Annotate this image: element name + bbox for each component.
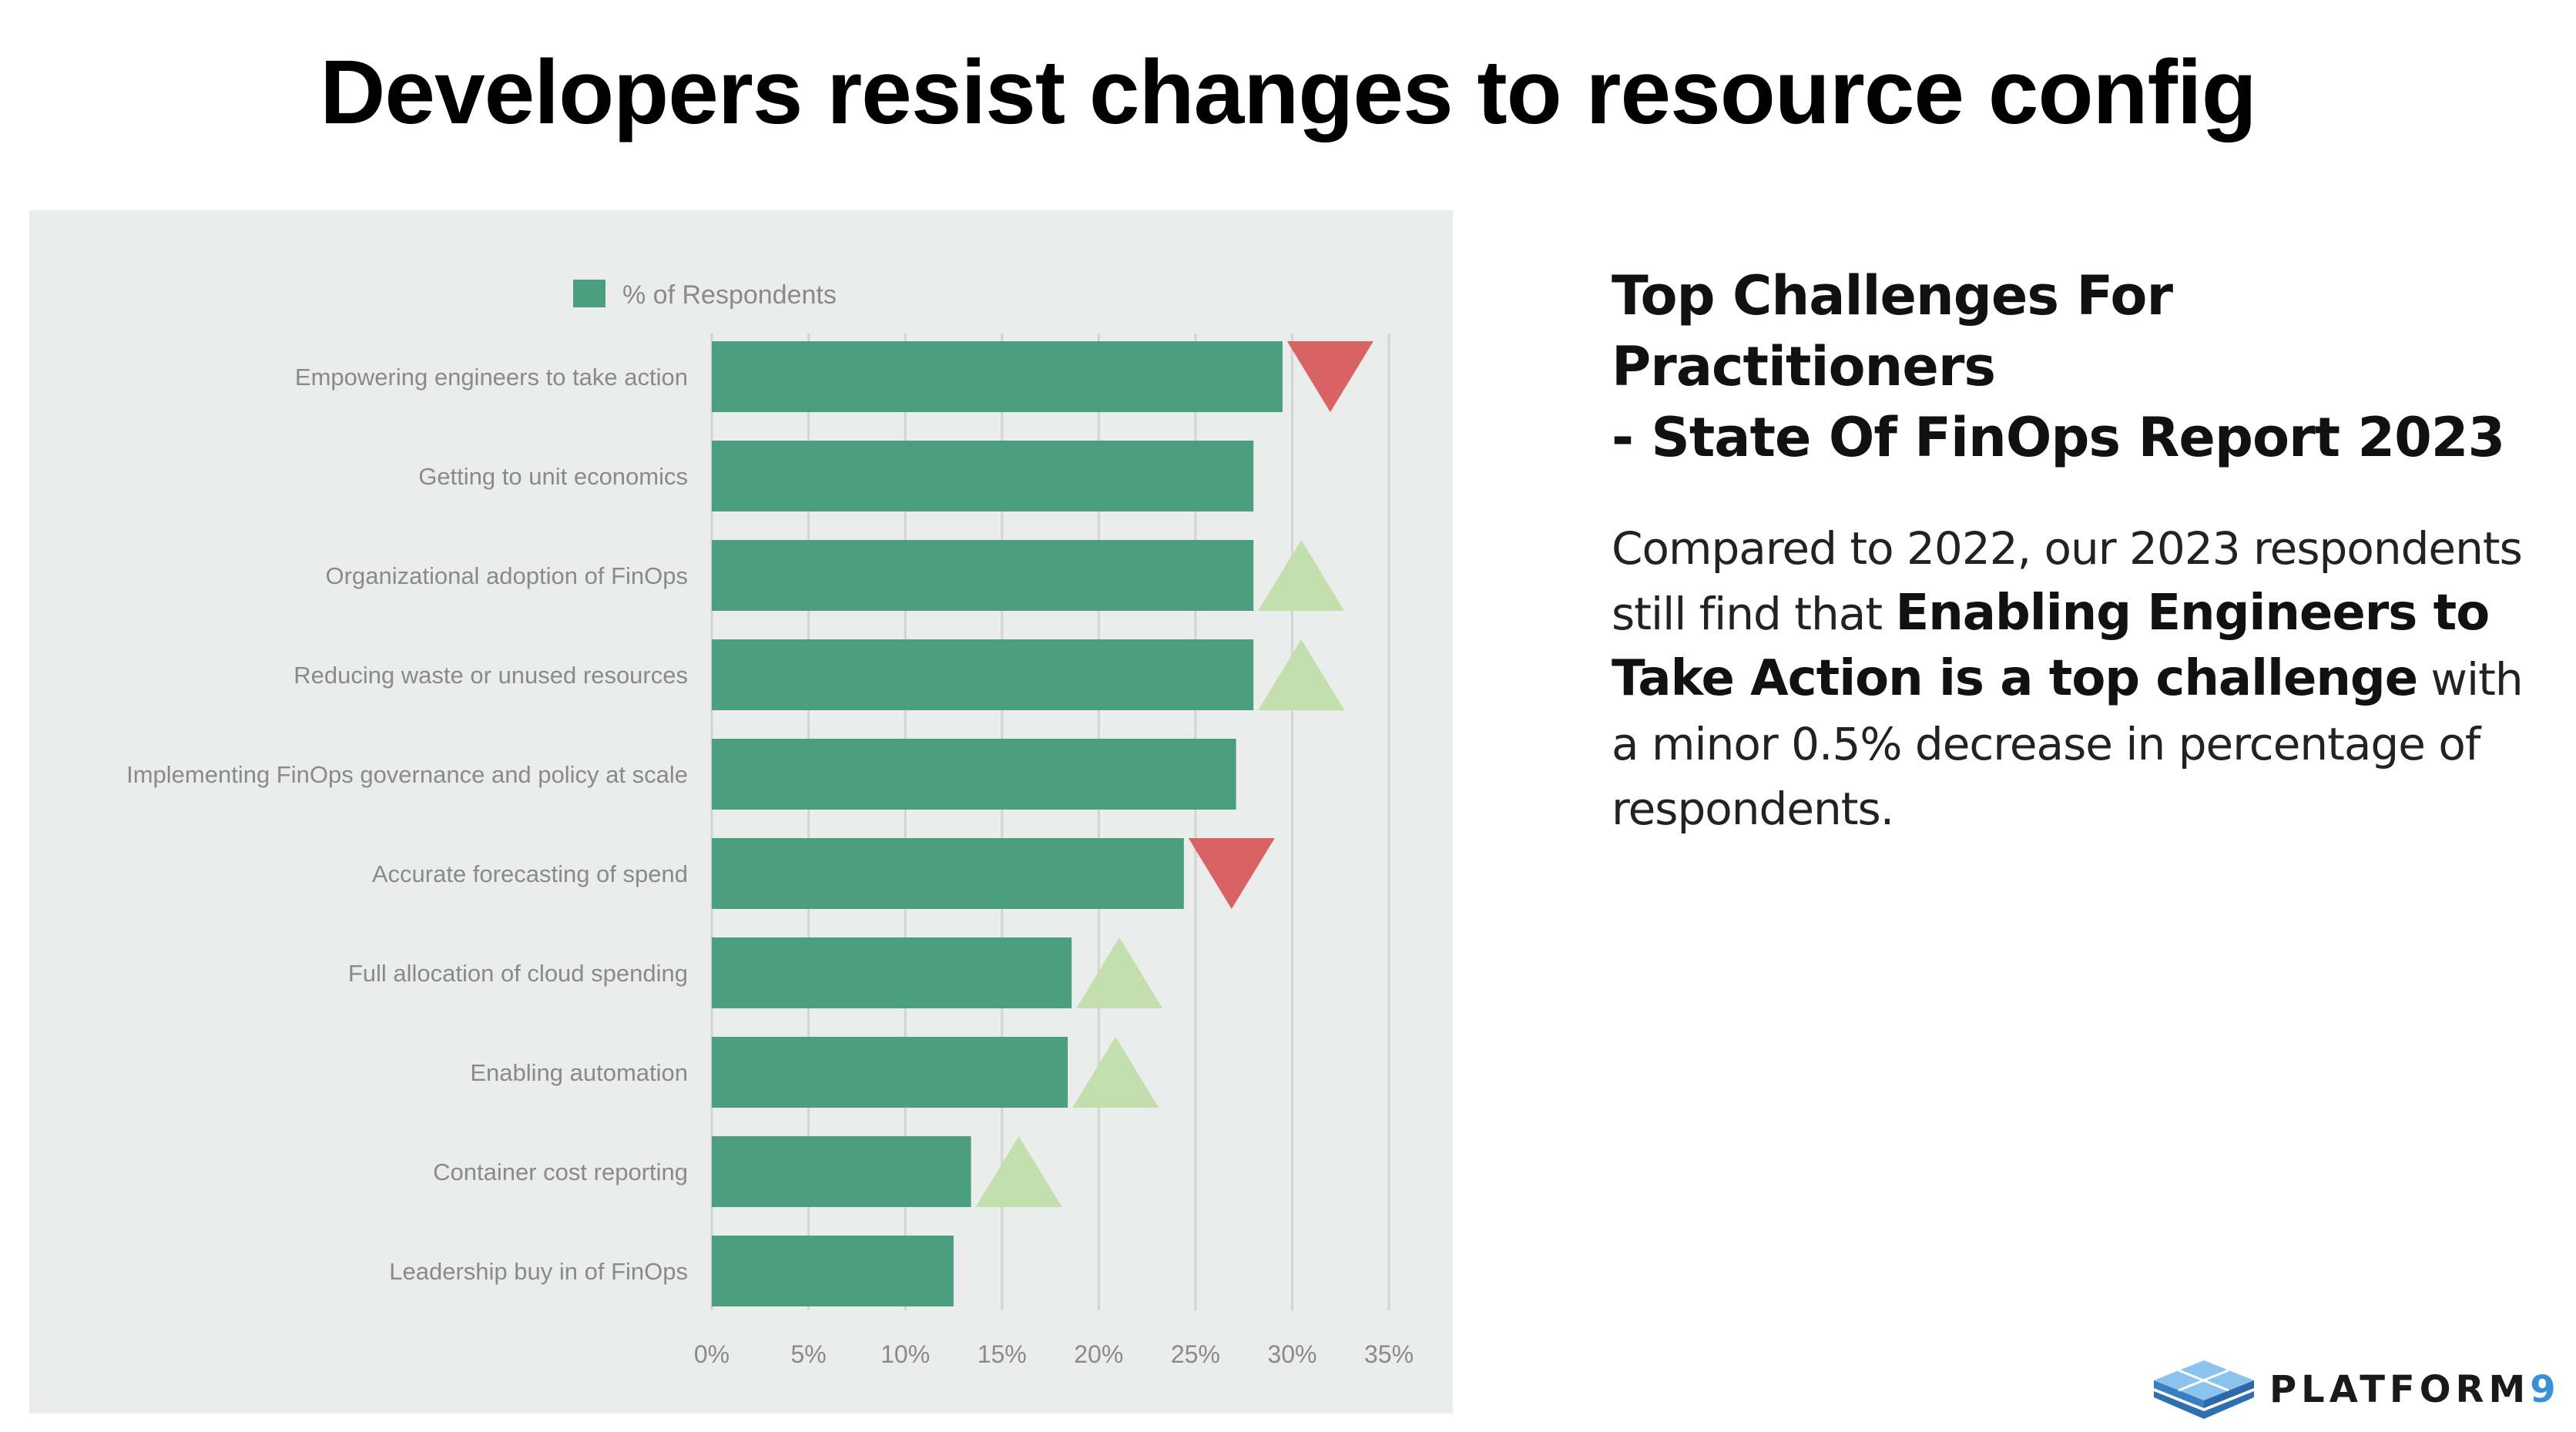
chart-panel: % of Respondents Empowering engineers to…: [29, 210, 1453, 1414]
side-title: Top Challenges For Practitioners - State…: [1612, 260, 2536, 473]
x-tick-label: 25%: [1171, 1340, 1220, 1368]
x-tick-label: 10%: [880, 1340, 930, 1368]
side-title-line-1: Top Challenges For Practitioners: [1612, 264, 2173, 398]
category-label: Organizational adoption of FinOps: [326, 562, 688, 589]
category-label: Full allocation of cloud spending: [348, 960, 688, 987]
increase-marker: [975, 1136, 1062, 1207]
platform9-cube-icon: [2154, 1360, 2254, 1419]
x-tick-label: 30%: [1267, 1340, 1317, 1368]
x-tick-label: 15%: [978, 1340, 1027, 1368]
x-tick-label: 20%: [1074, 1340, 1123, 1368]
logo-word: PLATFORM: [2269, 1368, 2531, 1411]
slide-title: Developers resist changes to resource co…: [320, 42, 2257, 143]
category-label: Container cost reporting: [433, 1159, 688, 1186]
legend: % of Respondents: [573, 280, 837, 310]
bars: [712, 341, 1283, 1306]
trend-markers: [975, 341, 1374, 1207]
decrease-marker: [1188, 838, 1275, 909]
bar: [712, 937, 1072, 1008]
legend-label: % of Respondents: [622, 280, 837, 310]
side-body-text: Compared to 2022, our 2023 respondents s…: [1612, 516, 2551, 841]
x-tick-label: 0%: [694, 1340, 730, 1368]
category-label: Accurate forecasting of spend: [372, 860, 688, 887]
category-label: Empowering engineers to take action: [295, 364, 688, 391]
bar: [712, 1136, 971, 1207]
side-title-line-2: - State Of FinOps Report 2023: [1612, 406, 2505, 469]
x-tick-label: 5%: [790, 1340, 826, 1368]
category-label: Reducing waste or unused resources: [293, 662, 688, 689]
category-labels: Empowering engineers to take action Getti…: [126, 364, 688, 1285]
bar: [712, 341, 1283, 412]
side-body-part-2: with a minor 0.5% decrease in percentage…: [1612, 653, 2524, 835]
bar: [712, 540, 1254, 611]
bar-chart: % of Respondents Empowering engineers to…: [126, 280, 1414, 1368]
bar: [712, 639, 1254, 710]
decrease-marker: [1286, 341, 1374, 412]
x-tick-label: 35%: [1364, 1340, 1414, 1368]
x-tick-labels: 0% 5% 10% 15% 20% 25% 30% 35%: [694, 1340, 1414, 1368]
category-label: Enabling automation: [470, 1059, 688, 1086]
logo-text: PLATFORM9: [2269, 1368, 2561, 1411]
increase-marker: [1072, 1037, 1159, 1108]
platform9-logo: PLATFORM9: [2146, 1357, 2561, 1422]
bar: [712, 1037, 1068, 1108]
logo-suffix: 9: [2530, 1368, 2561, 1411]
side-body-emphasis: Enabling Engineers to Take Action is a t…: [1612, 585, 2490, 707]
bar: [712, 441, 1254, 511]
increase-marker: [1258, 540, 1345, 611]
category-label: Getting to unit economics: [418, 463, 688, 490]
legend-swatch: [573, 280, 605, 307]
category-label: Implementing FinOps governance and polic…: [126, 761, 688, 788]
bar: [712, 739, 1236, 810]
bar: [712, 1236, 954, 1306]
category-label: Leadership buy in of FinOps: [389, 1258, 688, 1285]
bar: [712, 838, 1184, 909]
side-body-part-1: Compared to 2022, our 2023 respondents s…: [1612, 522, 2523, 640]
increase-marker: [1258, 639, 1345, 710]
increase-marker: [1076, 937, 1163, 1008]
